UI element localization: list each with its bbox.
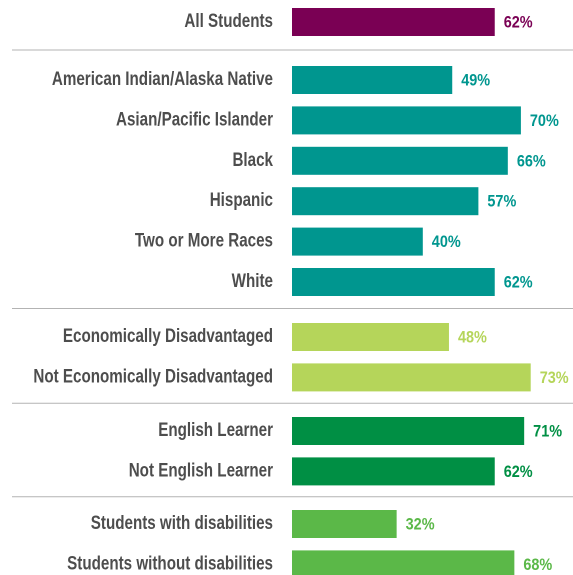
category-label: All Students — [184, 9, 273, 31]
bar — [292, 8, 495, 36]
bar — [292, 457, 495, 486]
bar — [292, 106, 521, 135]
category-label: White — [232, 269, 273, 291]
value-label: 62% — [504, 13, 533, 31]
value-label: 70% — [530, 112, 559, 130]
value-label: 48% — [458, 328, 487, 346]
category-label: English Learner — [158, 418, 273, 440]
value-label: 71% — [533, 422, 562, 440]
value-label: 32% — [406, 515, 435, 533]
category-label: American Indian/Alaska Native — [52, 67, 273, 89]
bar — [292, 323, 449, 351]
value-label: 68% — [523, 556, 552, 574]
value-label: 57% — [487, 193, 516, 211]
category-label: Not Economically Disadvantaged — [33, 365, 273, 387]
value-label: 66% — [517, 152, 546, 170]
bar — [292, 187, 479, 216]
bar — [292, 363, 531, 392]
value-label: 73% — [540, 369, 569, 387]
value-label: 62% — [504, 273, 533, 291]
bar — [292, 510, 397, 538]
bar — [292, 66, 453, 94]
category-label: Economically Disadvantaged — [63, 324, 273, 346]
category-label: Black — [232, 148, 273, 170]
value-label: 49% — [461, 71, 490, 89]
category-label: Hispanic — [210, 189, 274, 211]
category-label: Students without disabilities — [67, 552, 273, 574]
value-label: 62% — [504, 463, 533, 481]
category-label: Two or More Races — [135, 229, 273, 251]
category-label: Students with disabilities — [91, 511, 273, 533]
bar — [292, 227, 423, 256]
category-label: Asian/Pacific Islander — [116, 108, 273, 130]
bar — [292, 146, 508, 175]
category-label: Not English Learner — [129, 459, 274, 481]
value-label: 40% — [432, 233, 461, 251]
bar — [292, 417, 525, 445]
bar — [292, 268, 495, 296]
bar — [292, 550, 515, 575]
